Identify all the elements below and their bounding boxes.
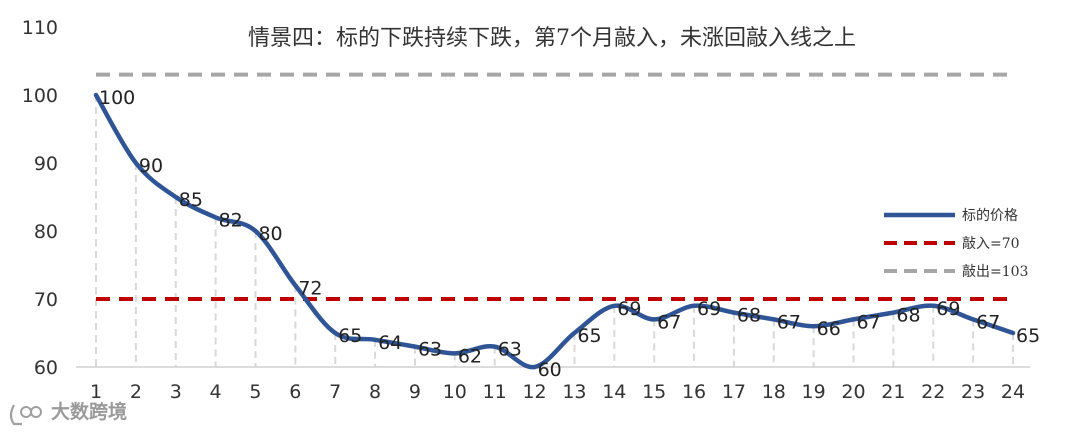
x-tick-label: 3 <box>170 381 182 403</box>
watermark-text: 大数跨境 <box>51 400 127 423</box>
data-label: 67 <box>976 311 1000 333</box>
legend-label: 标的价格 <box>962 208 1018 224</box>
data-label: 64 <box>378 332 402 354</box>
data-label: 65 <box>338 325 362 347</box>
x-tick-label: 17 <box>722 381 746 403</box>
x-tick-label: 1 <box>90 381 102 403</box>
x-tick-label: 14 <box>602 381 626 403</box>
drop-lines <box>95 95 1014 367</box>
legend-label: 敲入=70 <box>962 235 1020 252</box>
x-tick-label: 8 <box>369 381 381 403</box>
watermark: 大数跨境 <box>9 400 127 426</box>
x-tick-label: 10 <box>443 381 467 403</box>
data-label: 80 <box>258 223 282 245</box>
data-label: 67 <box>777 311 801 333</box>
x-tick-label: 18 <box>762 381 786 403</box>
y-tick-label: 60 <box>34 357 58 379</box>
x-tick-label: 11 <box>483 381 507 403</box>
x-tick-label: 12 <box>522 381 546 403</box>
data-label: 72 <box>298 277 322 299</box>
data-label: 65 <box>1016 325 1040 347</box>
data-label: 60 <box>538 359 562 381</box>
data-label: 85 <box>179 189 203 211</box>
x-tick-label: 7 <box>329 381 341 403</box>
series-layer <box>93 92 1016 370</box>
data-label: 69 <box>697 298 721 320</box>
data-label: 100 <box>99 87 135 109</box>
reference-lines <box>96 72 1013 301</box>
x-tick-label: 23 <box>961 381 985 403</box>
data-label: 68 <box>896 305 920 327</box>
x-tick-label: 21 <box>881 381 905 403</box>
x-tick-label: 15 <box>642 381 666 403</box>
data-label: 69 <box>936 298 960 320</box>
data-label: 63 <box>418 339 442 361</box>
x-tick-label: 2 <box>130 381 142 403</box>
x-tick-label: 4 <box>210 381 222 403</box>
x-tick-label: 6 <box>289 381 301 403</box>
data-label: 62 <box>458 345 482 367</box>
series-line-标的价格 <box>93 92 1016 370</box>
watermark-logo-icon <box>9 404 42 426</box>
x-tick-label: 20 <box>841 381 865 403</box>
y-tick-label: 110 <box>22 17 58 39</box>
x-tick-label: 5 <box>249 381 261 403</box>
data-label: 69 <box>617 298 641 320</box>
data-label: 65 <box>577 325 601 347</box>
data-label: 68 <box>737 305 761 327</box>
data-label: 90 <box>139 155 163 177</box>
data-label: 66 <box>817 318 841 340</box>
x-tick-label: 16 <box>682 381 706 403</box>
data-label: 82 <box>219 209 243 231</box>
data-label: 67 <box>857 311 881 333</box>
x-tick-label: 9 <box>409 381 421 403</box>
data-label: 67 <box>657 311 681 333</box>
y-tick-label: 100 <box>22 85 58 107</box>
data-labels: 100 90 85 82 80 72 65 64 63 62 63 60 65 69 67 69 68 67 66 6… <box>99 87 1040 381</box>
x-tick-label: 13 <box>562 381 586 403</box>
y-tick-label: 90 <box>34 153 58 175</box>
x-tick-label: 22 <box>921 381 945 403</box>
chart-title: 情景四：标的下跌持续下跌，第7个月敲入，未涨回敲入线之上 <box>248 26 856 51</box>
data-label: 63 <box>498 339 522 361</box>
y-tick-label: 70 <box>34 289 58 311</box>
x-tick-label: 24 <box>1001 381 1025 403</box>
legend-label: 敲出=103 <box>962 263 1028 280</box>
y-tick-label: 80 <box>34 221 58 243</box>
x-tick-label: 19 <box>802 381 826 403</box>
